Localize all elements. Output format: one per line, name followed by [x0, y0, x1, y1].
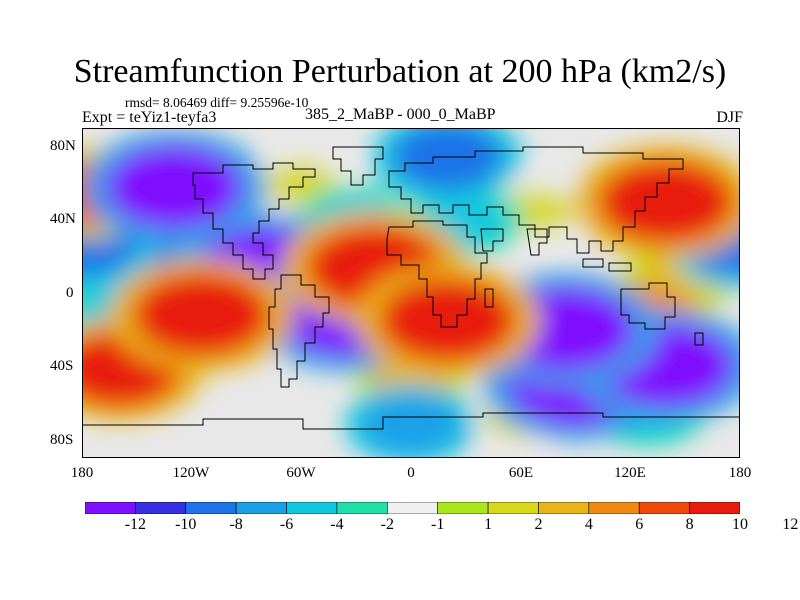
colorbar-swatch-10 [588, 502, 640, 514]
season-label: DJF [716, 109, 743, 126]
map-plot-area [82, 128, 740, 458]
experiment-label: Expt = teYiz1-teyfa3 [82, 109, 217, 126]
colorbar-label-11: 8 [685, 516, 694, 533]
lon-label-60e: 60E [508, 465, 534, 481]
field-core-25 [597, 159, 735, 244]
colorbar-swatch-0 [85, 502, 136, 514]
colorbar-label-2: -8 [229, 516, 243, 533]
field-core-17 [105, 145, 243, 230]
colorbar-label-4: -4 [330, 516, 344, 533]
field-layer [83, 129, 739, 457]
colorbar-swatch-9 [538, 502, 590, 514]
field-core-26 [133, 272, 270, 357]
colorbar-swatch-7 [437, 502, 489, 514]
colorbar-swatch-2 [185, 502, 237, 514]
colorbar-swatch-4 [286, 502, 338, 514]
colorbar-label-9: 4 [584, 516, 593, 533]
colorbar-label-7: 1 [484, 516, 493, 533]
lat-label-80s: 80S [50, 432, 74, 448]
colorbar-label-12: 10 [732, 516, 748, 533]
lon-label-180w: 180 [70, 465, 94, 481]
stats-line: rmsd= 8.06469 diff= 9.25596e-10 [125, 95, 309, 110]
colorbar-label-0: -12 [124, 516, 147, 533]
lon-label-60w: 60W [286, 465, 316, 481]
colorbar-swatch-8 [487, 502, 539, 514]
colorbar-label-6: -1 [431, 516, 445, 533]
lat-label-40s: 40S [50, 358, 74, 374]
colorbar-label-13: 12 [782, 516, 799, 533]
plot-title: Streamfunction Perturbation at 200 hPa (… [73, 53, 727, 90]
colorbar-swatch-12 [689, 502, 740, 514]
streamfunction-map [83, 129, 739, 457]
colorbar-swatch-3 [235, 502, 287, 514]
colorbar [85, 502, 740, 514]
colorbar-swatch-6 [387, 502, 438, 514]
lat-label-40n: 40N [50, 211, 76, 227]
colorbar-swatch-11 [638, 502, 690, 514]
colorbar-label-5: -2 [380, 516, 394, 533]
lat-label-0: 0 [66, 285, 74, 301]
lon-label-0: 0 [407, 465, 415, 481]
colorbar-label-1: -10 [175, 516, 197, 533]
lon-label-120e: 120E [614, 465, 646, 481]
colorbar-swatch-1 [135, 502, 187, 514]
coastline-layer [83, 146, 739, 430]
colorbar-label-8: 2 [534, 516, 543, 533]
colorbar-label-10: 6 [635, 516, 644, 533]
field-core-9 [361, 394, 461, 455]
lon-label-180e: 180 [728, 465, 752, 481]
field-core-14 [391, 129, 504, 191]
lat-label-80n: 80N [50, 138, 76, 154]
colorbar-swatch-5 [336, 502, 388, 514]
lon-label-120w: 120W [172, 465, 210, 481]
colorbar-label-3: -6 [279, 516, 294, 533]
difference-label: 385_2_MaBP - 000_0_MaBP [305, 106, 496, 123]
field-core-24 [379, 278, 516, 363]
